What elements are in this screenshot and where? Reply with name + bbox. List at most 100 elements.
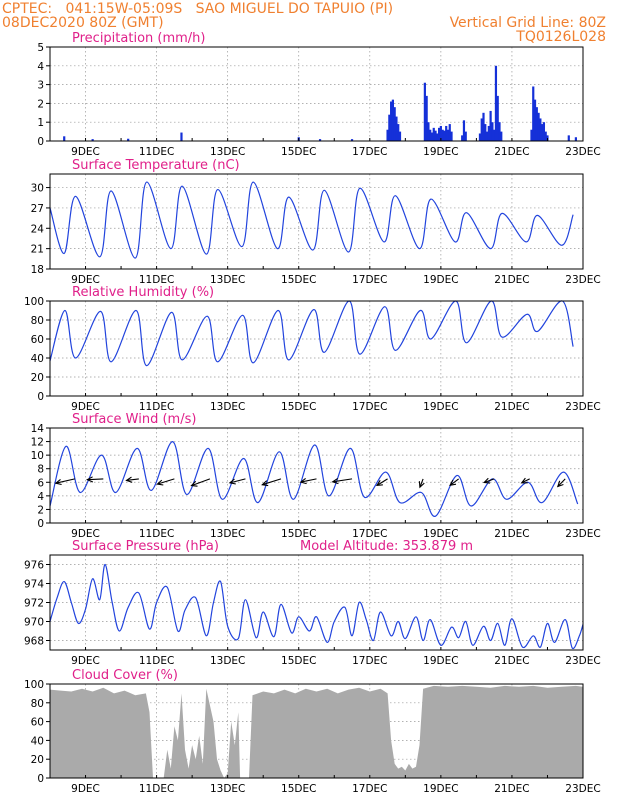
- x-tick-label: 23DEC: [565, 146, 600, 158]
- precip-bar: [398, 131, 402, 141]
- precip-bar: [393, 107, 396, 141]
- y-tick-label: 27: [31, 203, 44, 215]
- x-tick-label: 21DEC: [494, 274, 529, 286]
- wind-arrow-shaft: [157, 478, 175, 485]
- wind-arrow-shaft: [483, 478, 495, 484]
- y-tick-label: 60: [31, 717, 44, 729]
- panel-annotation-pressure: Model Altitude: 353.879 m: [300, 539, 473, 554]
- precip-bar: [63, 136, 66, 141]
- y-tick-label: 80: [31, 698, 44, 710]
- x-tick-label: 13DEC: [210, 401, 245, 413]
- precip-bar: [542, 122, 546, 141]
- y-tick-label: 6: [37, 477, 44, 489]
- wind-arrow-head: [190, 480, 198, 487]
- x-tick-label: 17DEC: [352, 274, 387, 286]
- precip-bar: [480, 118, 483, 141]
- precip-bar: [350, 139, 354, 141]
- y-tick-label: 968: [24, 636, 44, 648]
- precip-bar: [390, 101, 393, 141]
- precip-bar: [437, 127, 441, 141]
- x-tick-label: 15DEC: [281, 655, 316, 667]
- precip-bar: [448, 124, 451, 141]
- y-tick-label: 0: [37, 391, 44, 403]
- precip-bar: [500, 131, 503, 141]
- wind-arrow-shaft: [55, 478, 75, 484]
- panel-title-cloud: Cloud Cover (%): [72, 668, 178, 683]
- panel-frame: [49, 46, 584, 142]
- x-tick-label: 11DEC: [139, 274, 174, 286]
- precip-bar: [430, 132, 434, 141]
- precip-bar: [496, 95, 499, 141]
- precip-bar: [574, 137, 577, 141]
- precip-bar: [484, 124, 487, 141]
- wind-arrow-shaft: [126, 478, 139, 481]
- wind-arrow-head: [375, 480, 383, 487]
- wind-arrow-shaft: [449, 478, 459, 486]
- precip-bar: [462, 120, 466, 141]
- wind-arrow-head: [261, 480, 269, 487]
- wind-arrow-head: [331, 477, 339, 485]
- wind-arrow-shaft: [300, 478, 317, 483]
- header-grid-line: Vertical Grid Line: 80Z: [450, 15, 606, 31]
- y-tick-label: 12: [31, 437, 44, 449]
- x-tick-label: 11DEC: [139, 783, 174, 795]
- y-tick-label: 14: [31, 423, 45, 435]
- wind-arrow: [483, 477, 495, 484]
- y-tick-label: 0: [37, 136, 44, 148]
- wind-arrow-shaft: [262, 478, 282, 486]
- y-tick-label: 60: [31, 334, 44, 346]
- x-tick-label: 13DEC: [210, 528, 245, 540]
- precip-bar: [544, 131, 547, 141]
- panel-humidity: Relative Humidity (%) 0 20 40 60 80 100 9DEC 11D…: [24, 285, 601, 413]
- precip-bar: [487, 125, 490, 141]
- y-tick-label: 4: [37, 61, 44, 73]
- wind-arrow-head: [156, 479, 164, 486]
- x-tick-label: 9DEC: [71, 274, 100, 286]
- series-humidity: [49, 300, 574, 367]
- precip-bar: [445, 125, 448, 141]
- y-tick-label: 40: [31, 735, 44, 747]
- x-tick-label: 11DEC: [139, 655, 174, 667]
- y-tick-label: 18: [31, 264, 44, 276]
- precip-bar: [434, 130, 437, 141]
- x-tick-label: 21DEC: [494, 401, 529, 413]
- wind-arrow: [299, 477, 317, 485]
- wind-arrow: [418, 478, 425, 489]
- panel-frame: [49, 300, 584, 397]
- y-tick-label: 40: [31, 353, 44, 365]
- precip-bar: [530, 129, 533, 141]
- precip-bar: [464, 131, 467, 141]
- precip-bar: [446, 129, 450, 141]
- precip-bar: [485, 131, 489, 141]
- precip-bar: [386, 129, 389, 141]
- x-tick-label: 9DEC: [71, 401, 100, 413]
- precip-bar: [491, 122, 494, 141]
- wind-arrow: [375, 478, 388, 487]
- wind-arrow: [86, 476, 104, 483]
- wind-arrow-head: [54, 478, 62, 486]
- x-tick-label: 21DEC: [494, 146, 529, 158]
- wind-arrow-head: [299, 477, 307, 485]
- x-tick-label: 23DEC: [565, 274, 600, 286]
- header-run-time: 08DEC2020 80Z (GMT): [2, 15, 164, 31]
- panel-title-temperature: Surface Temperature (nC): [72, 158, 240, 173]
- panel-temperature: Surface Temperature (nC) 18 21 24 27 30 9DEC 11…: [31, 158, 601, 286]
- x-tick-label: 17DEC: [352, 528, 387, 540]
- precip-bar: [498, 122, 501, 141]
- x-tick-label: 23DEC: [565, 783, 600, 795]
- precip-bar: [397, 124, 400, 141]
- y-tick-label: 20: [31, 372, 44, 384]
- wind-arrow-head: [125, 476, 133, 483]
- y-tick-label: 21: [31, 244, 44, 256]
- wind-arrow-head: [86, 476, 94, 483]
- x-tick-label: 19DEC: [423, 401, 458, 413]
- header-location: CPTEC: 041:15W-05:09S SAO MIGUEL DO TAPU…: [2, 1, 393, 17]
- panel-title-humidity: Relative Humidity (%): [72, 285, 214, 300]
- panel-title-wind: Surface Wind (m/s): [72, 412, 196, 427]
- series-temperature: [49, 181, 574, 259]
- wind-arrow-shaft: [332, 478, 353, 483]
- panel-cloud: Cloud Cover (%) 0 20 40 60 80 100 9DEC 11DEC 13DE…: [24, 668, 601, 795]
- y-tick-label: 10: [31, 450, 44, 462]
- precip-bar: [439, 125, 442, 141]
